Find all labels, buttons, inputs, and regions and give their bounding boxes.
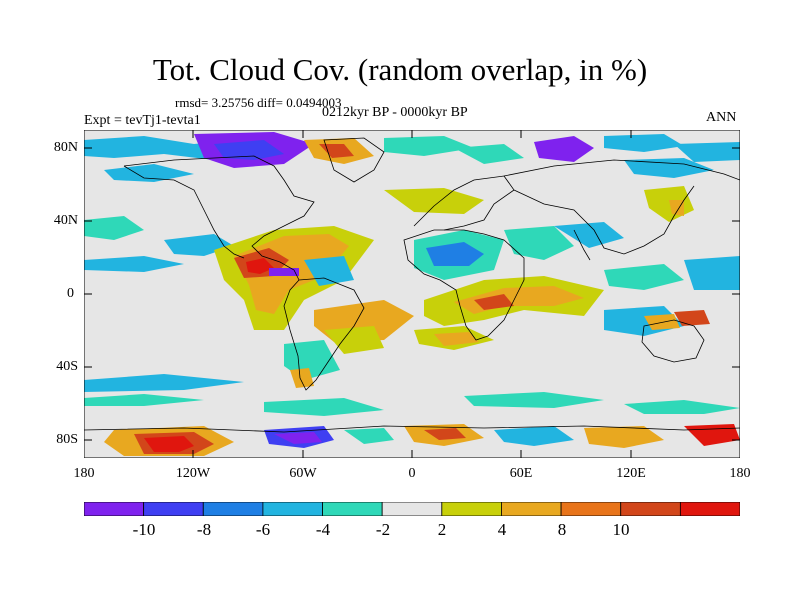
- coastlines: [84, 137, 740, 433]
- legend-swatch: [620, 501, 681, 517]
- season-label: ANN: [706, 110, 737, 125]
- legend-label: -4: [315, 520, 331, 539]
- experiment-label: Expt = tevTj1-tevta1: [84, 113, 201, 128]
- legend-label: 10: [612, 520, 630, 539]
- legend-label: 4: [497, 520, 507, 539]
- y-tick-label: 40S: [56, 359, 78, 374]
- x-tick-label: 180: [729, 466, 751, 481]
- x-tick-label: 120E: [616, 466, 646, 481]
- x-tick-label: 60E: [509, 466, 533, 481]
- axis-ticks: [84, 130, 740, 458]
- legend-swatch: [322, 501, 383, 517]
- x-tick-label: 0: [408, 466, 416, 481]
- legend-swatch: [143, 501, 204, 517]
- legend-label: -8: [196, 520, 212, 539]
- legend-swatch: [202, 501, 264, 517]
- legend-swatch: [262, 501, 323, 517]
- legend-swatch: [679, 501, 741, 517]
- chart-title: Tot. Cloud Cov. (random overlap, in %): [152, 52, 648, 87]
- color-legend-bar: [83, 501, 741, 517]
- cloud-cover-difference-map: [84, 130, 740, 458]
- legend-label: -10: [132, 520, 156, 539]
- map-background: [84, 130, 740, 458]
- x-tick-label: 60W: [289, 466, 317, 481]
- y-tick-label: 40N: [53, 213, 78, 228]
- legend-swatch: [501, 501, 562, 517]
- period-label: 0212kyr BP - 0000kyr BP: [322, 105, 468, 120]
- y-tick-label: 0: [67, 286, 74, 301]
- y-tick-label: 80N: [53, 140, 78, 155]
- legend-label: -2: [375, 520, 391, 539]
- x-tick-label: 120W: [175, 466, 211, 481]
- legend-swatch: [83, 501, 145, 517]
- rmsd-diff-stats: rmsd= 3.25756 diff= 0.0494003: [175, 95, 342, 110]
- legend-label: 2: [437, 520, 447, 539]
- legend-label: 8: [557, 520, 567, 539]
- legend-swatch: [381, 501, 443, 517]
- anomaly-field: [84, 132, 740, 458]
- y-tick-label: 80S: [56, 432, 78, 447]
- legend-swatch: [441, 501, 502, 517]
- x-tick-label: 180: [73, 466, 95, 481]
- legend-swatch: [560, 501, 622, 517]
- legend-label: -6: [255, 520, 271, 539]
